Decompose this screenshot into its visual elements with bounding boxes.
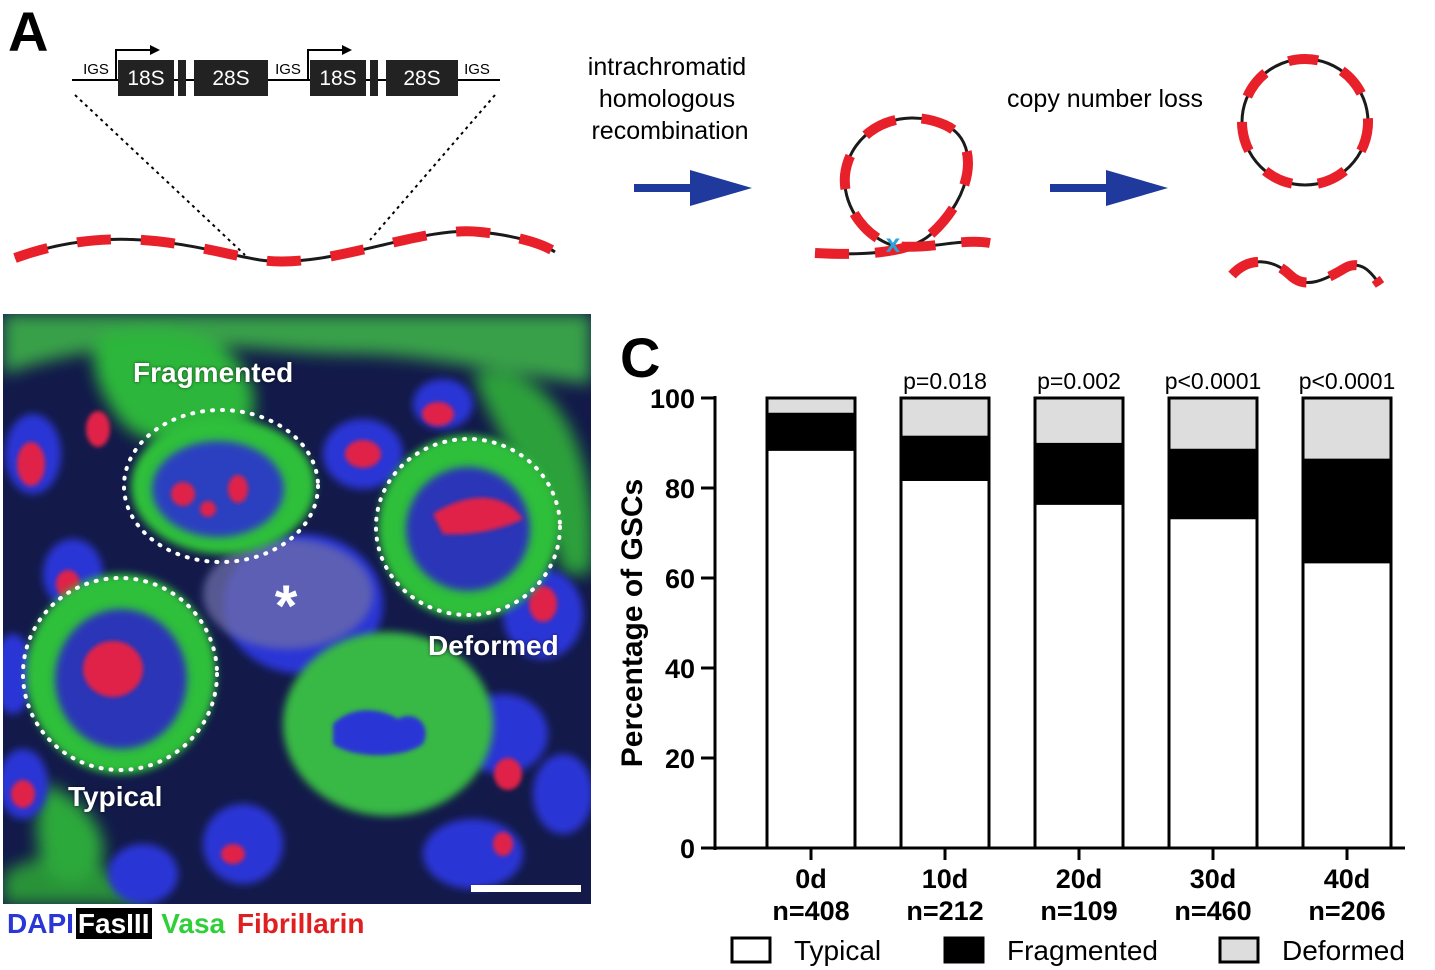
- y-tick-label-100: 100: [650, 384, 695, 414]
- n-label-20d: n=109: [1040, 896, 1117, 926]
- igs-label-1: IGS: [83, 61, 109, 78]
- deformed-outline: [374, 437, 562, 617]
- fragmented-outline: [122, 408, 320, 564]
- label-typical: Typical: [68, 781, 163, 812]
- bar-30d-fragmented: [1168, 448, 1258, 520]
- step1-text: intrachromatid homologous recombination: [588, 53, 749, 145]
- bar-30d-deformed: [1168, 397, 1258, 451]
- igs-label-2: IGS: [275, 61, 301, 78]
- y-axis-label: Percentage of GSCs: [616, 479, 649, 767]
- x-tick-label-40d: 40d: [1324, 864, 1371, 894]
- panel-a-letter: A: [8, 0, 49, 63]
- panel-c-letter: C: [620, 326, 661, 389]
- n-label-40d: n=206: [1308, 896, 1385, 926]
- gene-28s-label-1: 28S: [212, 67, 249, 90]
- remaining-rdna-array: [1228, 256, 1385, 288]
- y-tick-label-80: 80: [665, 474, 695, 504]
- germ-cell: [283, 632, 493, 816]
- bar-40d-typical: [1302, 561, 1392, 849]
- gsc-fragmented: [131, 418, 315, 554]
- gsc-typical: [26, 574, 216, 774]
- gene-18s-label-2: 18S: [319, 67, 356, 90]
- legend-swatch-typical: [730, 936, 772, 964]
- rdna-loop-recombination: x: [814, 113, 991, 259]
- stacked-bar-chart: 0 20 40 60 80 100 Percentage of GSCs 0dn=408 10d…: [616, 368, 1405, 966]
- channel-fasiii: FasIII: [75, 908, 152, 939]
- step1-line-2: homologous: [599, 85, 735, 113]
- y-tick-label-0: 0: [680, 834, 695, 864]
- bar-40d-fragmented: [1302, 458, 1392, 564]
- pvalue-10d: p=0.018: [903, 368, 987, 394]
- rdna-unit-diagram: IGS IGS IGS 18S 28S 18S 28S: [72, 45, 500, 256]
- y-tick-label-40: 40: [665, 654, 695, 684]
- step1-line-1: intrachromatid: [588, 53, 746, 81]
- bar-10d-typical: [900, 478, 990, 849]
- gsc-deformed: [378, 435, 558, 619]
- channel-dapi: DAPI: [7, 908, 74, 939]
- channel-fibrillarin: Fibrillarin: [236, 908, 365, 939]
- x-tick-label-0d: 0d: [795, 864, 827, 894]
- n-label-0d: n=408: [772, 896, 849, 926]
- x-tick-label-10d: 10d: [922, 864, 969, 894]
- rdna-array-linear: [13, 226, 558, 267]
- x-tick-label-30d: 30d: [1190, 864, 1237, 894]
- microscopy-image: * Fragmented Deformed Typical: [3, 314, 591, 904]
- bar-0d-typical: [766, 448, 856, 849]
- excised-rdna-circle: [1237, 54, 1373, 190]
- panel-a-schematic: IGS IGS IGS 18S 28S 18S 28S intrachromat…: [13, 45, 1385, 288]
- legend-label-fragmented: Fragmented: [1007, 935, 1158, 966]
- label-fragmented: Fragmented: [133, 357, 294, 388]
- pvalue-20d: p=0.002: [1037, 368, 1121, 394]
- y-tick-label-20: 20: [665, 744, 695, 774]
- igs-label-3: IGS: [464, 61, 490, 78]
- process-arrow-1: [634, 170, 752, 206]
- gene-18s-label-1: 18S: [127, 67, 164, 90]
- legend-label-typical: Typical: [794, 935, 881, 966]
- scale-bar: [471, 885, 581, 892]
- step2-label: copy number loss: [1007, 85, 1203, 113]
- bar-20d-fragmented: [1034, 442, 1124, 505]
- promoter-arrow-1: [115, 49, 152, 80]
- gene-18s-box-1: [118, 60, 174, 96]
- channel-vasa: Vasa: [161, 908, 226, 939]
- crossover-mark: x: [886, 228, 901, 258]
- promoter-arrow-2: [307, 49, 344, 80]
- channel-legend: DAPI FasIII Vasa Fibrillarin: [5, 908, 367, 940]
- bar-40d-deformed: [1302, 397, 1392, 461]
- bar-0d-fragmented: [766, 412, 856, 451]
- y-tick-label-60: 60: [665, 564, 695, 594]
- legend-swatch-fragmented: [943, 936, 985, 964]
- legend-label-deformed: Deformed: [1282, 935, 1405, 966]
- n-label-30d: n=460: [1174, 896, 1251, 926]
- legend-swatch-deformed: [1218, 936, 1260, 964]
- gene-28s-label-2: 28S: [403, 67, 440, 90]
- bar-20d-deformed: [1034, 397, 1124, 445]
- bar-10d-fragmented: [900, 435, 990, 481]
- n-label-10d: n=212: [906, 896, 983, 926]
- process-arrow-2: [1050, 170, 1168, 206]
- bar-0d-deformed: [766, 397, 856, 415]
- gene-28s-box-1: [194, 60, 268, 96]
- bar-20d-typical: [1034, 502, 1124, 849]
- gene-28s-box-2: [386, 60, 458, 96]
- hub-asterisk: *: [275, 574, 298, 639]
- gene-18s-box-2: [310, 60, 366, 96]
- bar-10d-deformed: [900, 397, 990, 438]
- label-deformed: Deformed: [428, 630, 559, 661]
- bar-30d-typical: [1168, 517, 1258, 849]
- pvalue-40d: p<0.0001: [1299, 368, 1396, 394]
- typical-outline: [21, 576, 219, 772]
- pvalue-30d: p<0.0001: [1165, 368, 1262, 394]
- x-tick-label-20d: 20d: [1056, 864, 1103, 894]
- step1-line-3: recombination: [591, 117, 748, 145]
